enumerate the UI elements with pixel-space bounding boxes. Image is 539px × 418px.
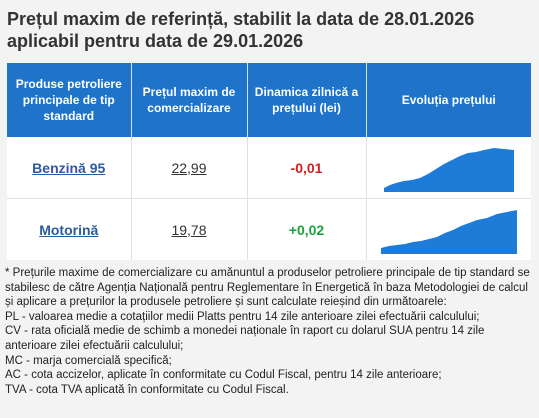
price-evolution-sparkline[interactable] — [379, 206, 519, 254]
product-link-benzina-95[interactable]: Benzină 95 — [32, 159, 106, 176]
sparkline-area — [383, 147, 514, 192]
footnote-pl: PL - valoarea medie a cotațiilor medii P… — [5, 310, 480, 323]
footnote-tva: TVA - cota TVA aplicată în conformitate … — [5, 383, 289, 396]
price-value[interactable]: 22,99 — [171, 159, 207, 176]
title-line-2: aplicabil pentru data de 29.01.2026 — [7, 31, 304, 51]
column-header-max-price: Prețul maxim de comercializare — [131, 63, 248, 137]
price-cell: 22,99 — [131, 137, 248, 199]
price-value[interactable]: 19,78 — [171, 221, 207, 238]
change-cell: -0,01 — [247, 137, 367, 199]
table-header-row: Produse petroliere principale de tip sta… — [7, 63, 531, 137]
daily-change-value: +0,02 — [288, 221, 325, 238]
price-table: Produse petroliere principale de tip sta… — [7, 63, 531, 260]
table-row: Benzină 95 22,99 -0,01 — [7, 137, 531, 199]
table-row: Motorină 19,78 +0,02 — [7, 198, 531, 261]
column-header-product: Produse petroliere principale de tip sta… — [7, 63, 132, 137]
product-cell: Benzină 95 — [7, 137, 132, 199]
footnote-ac: AC - cota accizelor, aplicate în conform… — [5, 369, 442, 382]
evolution-cell — [366, 137, 531, 199]
product-cell: Motorină — [7, 198, 132, 260]
column-header-daily-change: Dinamica zilnică a prețului (lei) — [247, 63, 367, 137]
price-cell: 19,78 — [131, 198, 248, 260]
column-header-price-evolution: Evoluția prețului — [366, 63, 531, 137]
evolution-cell — [366, 199, 531, 261]
footnote-cv: CV - rata oficială medie de schimb a mon… — [5, 325, 485, 352]
daily-change-value: -0,01 — [290, 159, 323, 176]
price-evolution-sparkline[interactable] — [382, 144, 516, 192]
product-link-motorina[interactable]: Motorină — [39, 221, 99, 238]
sparkline-area — [380, 209, 517, 254]
footnotes: * Prețurile maxime de comercializare cu … — [5, 266, 533, 397]
footnote-intro: * Prețurile maxime de comercializare cu … — [5, 267, 530, 309]
change-cell: +0,02 — [247, 198, 367, 260]
page-title: Prețul maxim de referință, stabilit la d… — [7, 8, 532, 52]
footnote-mc: MC - marja comercială specifică; — [5, 354, 172, 367]
title-line-1: Prețul maxim de referință, stabilit la d… — [7, 9, 475, 29]
